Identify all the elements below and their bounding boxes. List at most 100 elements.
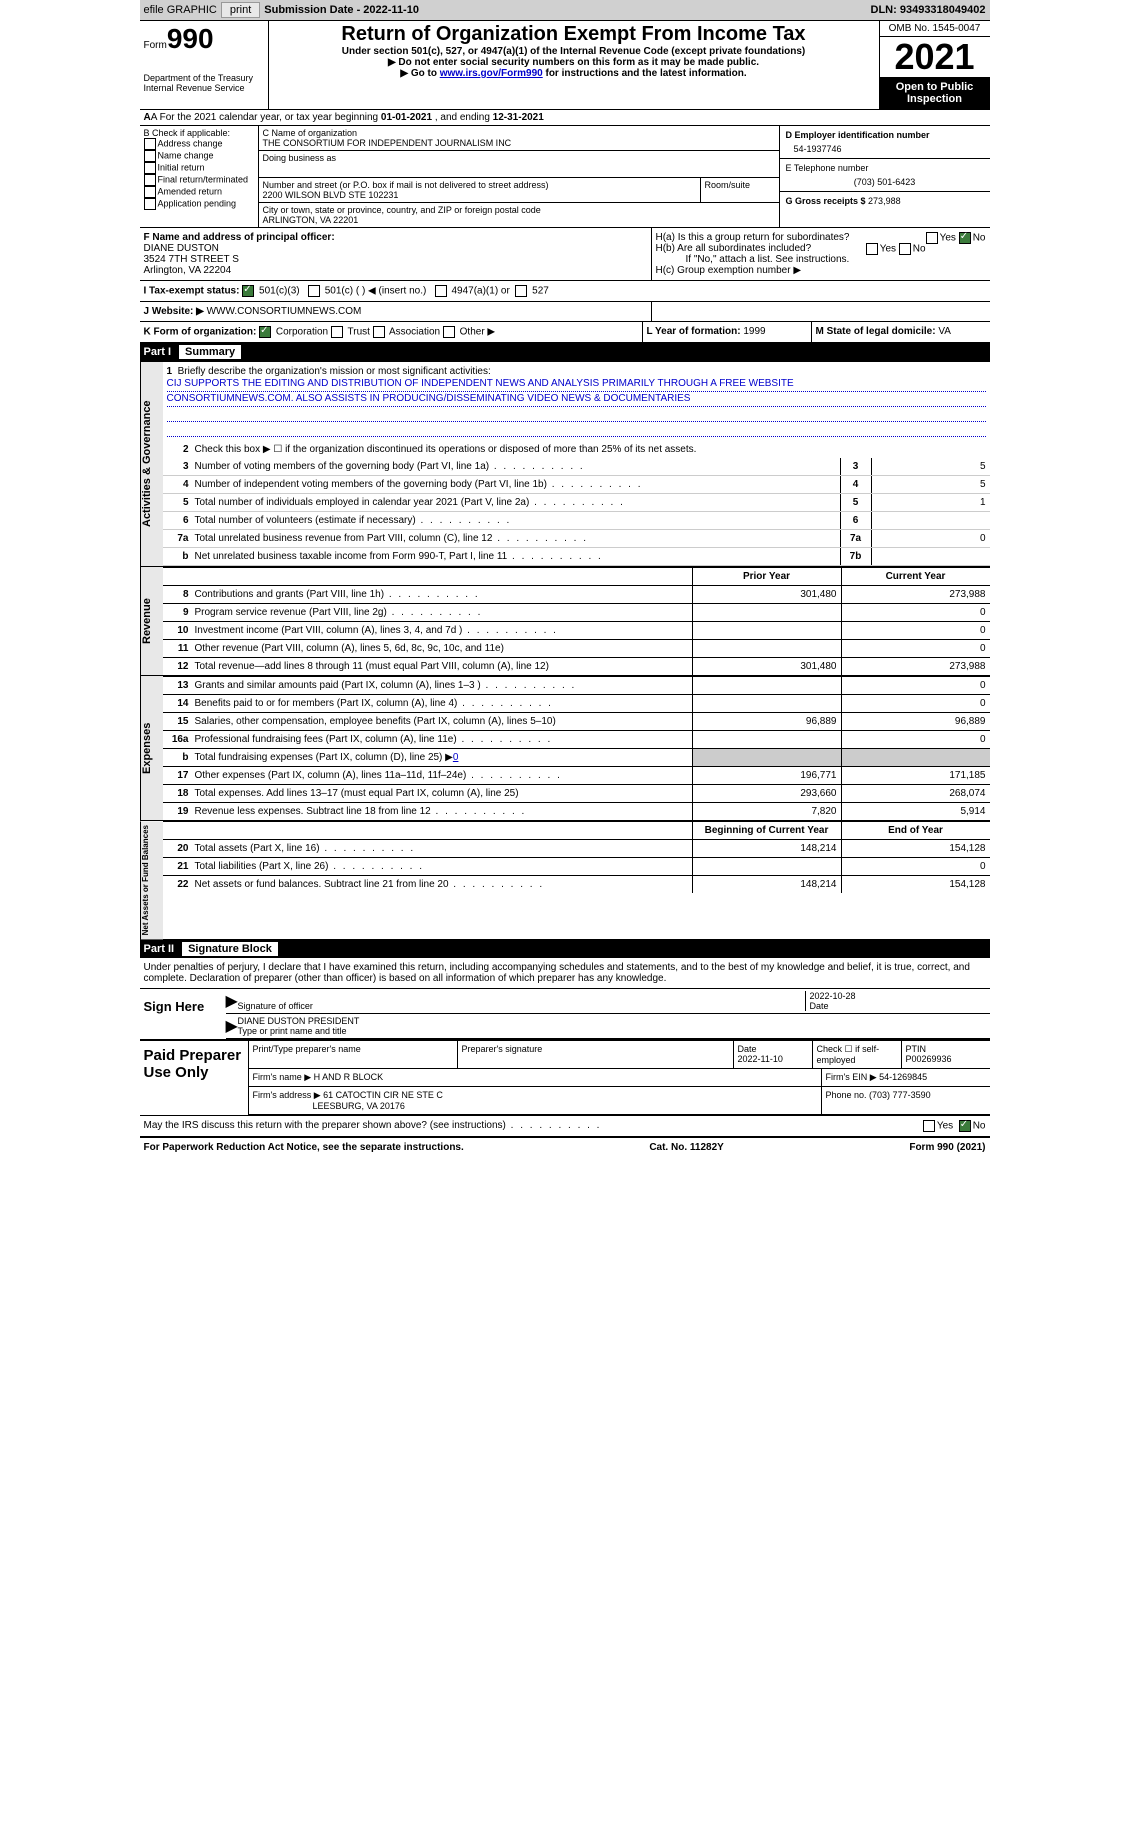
cb-hb-yes[interactable] — [866, 243, 878, 255]
cb-initial-return[interactable] — [144, 162, 156, 174]
cb-corp[interactable] — [259, 326, 271, 338]
v3: 5 — [871, 458, 990, 475]
tab-activities: Activities & Governance — [140, 362, 163, 566]
ein: 54-1937746 — [786, 140, 984, 154]
q2: Check this box ▶ ☐ if the organization d… — [191, 441, 990, 458]
discuss-row: May the IRS discuss this return with the… — [140, 1115, 990, 1136]
cb-trust[interactable] — [331, 326, 343, 338]
gross-val: 273,988 — [868, 196, 901, 206]
mission-1: CIJ SUPPORTS THE EDITING AND DISTRIBUTIO… — [167, 377, 986, 392]
r8: Contributions and grants (Part VIII, lin… — [191, 586, 692, 603]
city: ARLINGTON, VA 22201 — [263, 215, 775, 225]
r22: Net assets or fund balances. Subtract li… — [191, 876, 692, 893]
firm-addr1: 61 CATOCTIN CIR NE STE C — [323, 1090, 443, 1100]
sign-here-label: Sign Here — [140, 989, 218, 1039]
cb-ha-yes[interactable] — [926, 232, 938, 244]
phone-label: E Telephone number — [786, 163, 984, 173]
r16b: Total fundraising expenses (Part IX, col… — [191, 749, 692, 766]
r21: Total liabilities (Part X, line 26) — [191, 858, 692, 875]
sig-officer-label: Signature of officer — [238, 1001, 313, 1011]
dln: DLN: 93493318049402 — [871, 4, 986, 16]
mission-2: CONSORTIUMNEWS.COM. ALSO ASSISTS IN PROD… — [167, 392, 986, 407]
r18: Total expenses. Add lines 13–17 (must eq… — [191, 785, 692, 802]
open-inspection: Open to Public Inspection — [880, 77, 990, 109]
cb-name-change[interactable] — [144, 150, 156, 162]
form990-link[interactable]: www.irs.gov/Form990 — [440, 68, 543, 79]
q4: Number of independent voting members of … — [191, 476, 840, 493]
row-k: K Form of organization: Corporation Trus… — [140, 322, 642, 342]
cat-no: Cat. No. 11282Y — [649, 1142, 723, 1153]
cb-final-return[interactable] — [144, 174, 156, 186]
col-b-label: B Check if applicable: — [144, 128, 254, 138]
omb-number: OMB No. 1545-0047 — [880, 21, 990, 37]
cb-address-change[interactable] — [144, 138, 156, 150]
r13: Grants and similar amounts paid (Part IX… — [191, 677, 692, 694]
v4: 5 — [871, 476, 990, 493]
row-m: M State of legal domicile: VA — [811, 322, 990, 342]
q1: Briefly describe the organization's miss… — [178, 366, 491, 377]
street: 2200 WILSON BLVD STE 102231 — [263, 190, 696, 200]
firm-phone: (703) 777-3590 — [869, 1090, 931, 1100]
prep-sig-label: Preparer's signature — [458, 1041, 734, 1068]
cb-other[interactable] — [443, 326, 455, 338]
sig-arrow-icon: ▶ — [226, 991, 238, 1011]
r19: Revenue less expenses. Subtract line 18 … — [191, 803, 692, 820]
cb-501c3[interactable] — [242, 285, 254, 297]
firm-name: H AND R BLOCK — [314, 1072, 384, 1082]
cb-discuss-no[interactable] — [959, 1120, 971, 1132]
prep-date: 2022-11-10 — [738, 1054, 783, 1064]
cb-amended[interactable] — [144, 186, 156, 198]
part-ii-header: Part II Signature Block — [140, 939, 990, 958]
part-i-header: Part I Summary — [140, 342, 990, 361]
form-header: Form990 Department of the Treasury Inter… — [140, 20, 990, 109]
cb-pending[interactable] — [144, 198, 156, 210]
row-a: AA For the 2021 calendar year, or tax ye… — [140, 109, 990, 125]
r14: Benefits paid to or for members (Part IX… — [191, 695, 692, 712]
v7a: 0 — [871, 530, 990, 547]
top-bar: efile GRAPHIC print Submission Date - 20… — [140, 0, 990, 20]
cb-527[interactable] — [515, 285, 527, 297]
h-a: H(a) Is this a group return for subordin… — [656, 232, 986, 243]
ein-label: D Employer identification number — [786, 130, 930, 140]
r10: Investment income (Part VIII, column (A)… — [191, 622, 692, 639]
sig-name-label: Type or print name and title — [238, 1026, 347, 1036]
v6 — [871, 512, 990, 529]
firm-ein: 54-1269845 — [879, 1072, 927, 1082]
org-name: THE CONSORTIUM FOR INDEPENDENT JOURNALIS… — [263, 138, 775, 148]
cb-501c[interactable] — [308, 285, 320, 297]
prep-selfemp: Check ☐ if self-employed — [813, 1041, 902, 1068]
sig-date: 2022-10-28 — [810, 991, 856, 1001]
q5: Total number of individuals employed in … — [191, 494, 840, 511]
cb-4947[interactable] — [435, 285, 447, 297]
cb-discuss-yes[interactable] — [923, 1120, 935, 1132]
paid-preparer-label: Paid Preparer Use Only — [140, 1041, 248, 1115]
row-i: I Tax-exempt status: 501(c)(3) 501(c) ( … — [140, 280, 990, 301]
sig-name: DIANE DUSTON PRESIDENT — [238, 1016, 360, 1026]
firm-addr2: LEESBURG, VA 20176 — [313, 1101, 405, 1111]
tab-expenses: Expenses — [140, 676, 163, 820]
cb-assoc[interactable] — [373, 326, 385, 338]
r9: Program service revenue (Part VIII, line… — [191, 604, 692, 621]
r15: Salaries, other compensation, employee b… — [191, 713, 692, 730]
officer-block: F Name and address of principal officer:… — [140, 228, 651, 280]
hdr-curr: Current Year — [841, 568, 990, 585]
form-title: Return of Organization Exempt From Incom… — [273, 23, 875, 46]
cb-ha-no[interactable] — [959, 232, 971, 244]
form-sub3: ▶ Go to www.irs.gov/Form990 for instruct… — [273, 68, 875, 79]
cb-hb-no[interactable] — [899, 243, 911, 255]
form-number: Form990 — [144, 23, 264, 55]
dba-label: Doing business as — [263, 153, 775, 163]
form-ref: Form 990 (2021) — [909, 1142, 985, 1153]
hdr-end: End of Year — [841, 822, 990, 839]
submission-label: Submission Date - 2022-11-10 — [264, 4, 419, 16]
h-c: H(c) Group exemption number ▶ — [656, 265, 986, 276]
street-label: Number and street (or P.O. box if mail i… — [263, 180, 696, 190]
q6: Total number of volunteers (estimate if … — [191, 512, 840, 529]
print-button[interactable]: print — [221, 2, 260, 18]
declaration: Under penalties of perjury, I declare th… — [140, 958, 990, 988]
form-sub2: ▶ Do not enter social security numbers o… — [273, 57, 875, 68]
q7a: Total unrelated business revenue from Pa… — [191, 530, 840, 547]
efile-label: efile GRAPHIC — [144, 4, 217, 16]
phone: (703) 501-6423 — [786, 173, 984, 187]
form-sub1: Under section 501(c), 527, or 4947(a)(1)… — [273, 46, 875, 57]
